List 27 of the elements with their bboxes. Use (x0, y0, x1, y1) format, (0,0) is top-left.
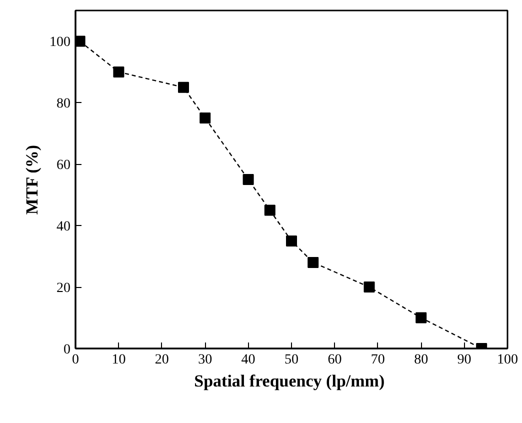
y-axis-title: MTF (%) (22, 144, 42, 215)
x-tick-label: 50 (284, 352, 298, 368)
y-tick-label: 100 (50, 35, 70, 50)
point (364, 282, 375, 293)
y-tick-label: 20 (56, 281, 70, 296)
y-tick-label: 80 (56, 96, 70, 112)
x-tick-label: 100 (497, 352, 518, 368)
x-tick-label: 10 (112, 352, 126, 368)
point (200, 112, 211, 124)
point (242, 174, 254, 185)
point (113, 66, 124, 78)
y-tick-label: 0 (64, 342, 70, 358)
x-tick-label: 80 (414, 352, 428, 368)
x-axis-title: Spatial frequency (lp/mm) (194, 372, 385, 390)
y-tick-label: 40 (56, 220, 70, 235)
point (416, 312, 427, 324)
point (178, 82, 189, 93)
x-tick-label: 90 (457, 352, 472, 368)
point (286, 235, 297, 246)
x-tick-label: 20 (154, 352, 169, 368)
point (308, 256, 319, 268)
x-tick-label: 70 (370, 352, 385, 368)
x-tick-label: 40 (241, 352, 256, 368)
x-tick-label: 30 (198, 352, 212, 368)
x-tick-label: 60 (328, 352, 342, 368)
point (264, 204, 276, 216)
y-tick-label: 60 (56, 158, 70, 174)
